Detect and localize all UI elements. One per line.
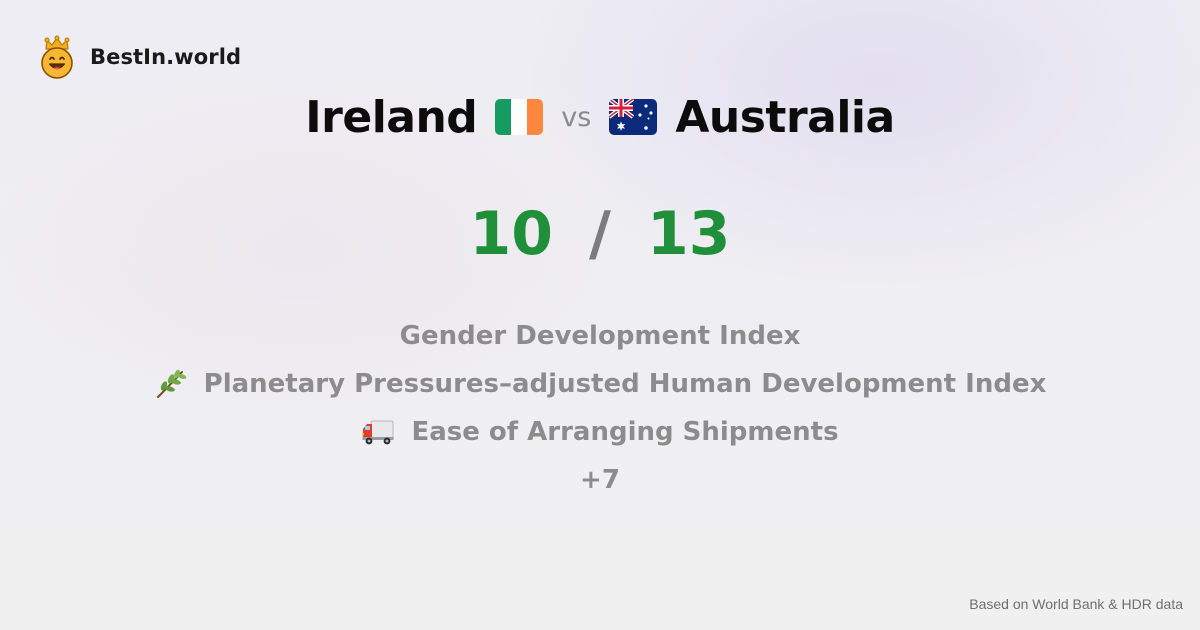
brand[interactable]: BestIn.world — [38, 35, 241, 79]
comparison-title: Ireland vs Australia — [0, 86, 1200, 148]
crowned-smiley-icon — [41, 35, 73, 79]
delivery-truck-icon — [362, 420, 394, 445]
score-separator: / — [589, 199, 611, 269]
vs-label: vs — [561, 101, 592, 133]
metric-item: Planetary Pressures–adjusted Human Devel… — [0, 360, 1200, 408]
metric-label: Gender Development Index — [399, 321, 801, 351]
score: 10 / 13 — [0, 192, 1200, 276]
metric-item: Ease of Arranging Shipments — [0, 408, 1200, 456]
more-metrics-count: +7 — [580, 465, 620, 495]
data-source-note: Based on World Bank & HDR data — [969, 596, 1183, 612]
ireland-flag-icon — [495, 99, 544, 135]
herb-icon — [156, 369, 187, 398]
metric-list: Gender Development Index Planetary Press… — [0, 312, 1200, 504]
right-country-name: Australia — [675, 91, 895, 143]
more-metrics: +7 — [0, 456, 1200, 504]
left-score: 10 — [469, 199, 554, 269]
australia-flag-icon — [609, 99, 658, 135]
metric-label: Ease of Arranging Shipments — [411, 417, 839, 447]
right-score: 13 — [646, 199, 731, 269]
left-country-name: Ireland — [305, 91, 478, 143]
brand-name: BestIn.world — [90, 45, 242, 69]
metric-item: Gender Development Index — [0, 312, 1200, 360]
metric-label: Planetary Pressures–adjusted Human Devel… — [203, 369, 1047, 399]
